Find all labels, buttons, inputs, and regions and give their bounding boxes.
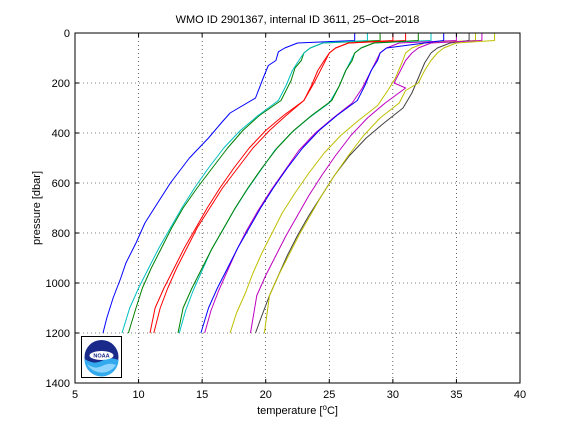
x-tick-label: 20 <box>260 389 272 401</box>
noaa-logo-text: NOAA <box>93 354 109 360</box>
y-tick-label: 1400 <box>46 378 70 390</box>
y-tick-label: 200 <box>52 78 70 90</box>
x-axis-label-main: temperature [ <box>257 405 322 417</box>
profile-line-9 <box>177 33 419 334</box>
y-tick-label: 800 <box>52 228 70 240</box>
profile-line-8 <box>200 33 445 334</box>
grid <box>75 33 520 383</box>
profile-line-1 <box>102 33 356 334</box>
series-group <box>102 33 496 334</box>
x-tick-label: 30 <box>387 389 399 401</box>
x-tick-label: 10 <box>132 389 144 401</box>
profile-line-11 <box>121 33 368 334</box>
profile-line-6 <box>229 33 476 334</box>
y-tick-label: 600 <box>52 178 70 190</box>
x-axis-label: temperature [oC] <box>257 403 338 418</box>
y-tick-label: 0 <box>64 28 70 40</box>
chart-title: WMO ID 2901367, internal ID 3611, 25−Oct… <box>176 14 420 26</box>
y-tick-label: 1200 <box>46 328 70 340</box>
x-tick-label: 15 <box>196 389 208 401</box>
profile-line-12 <box>250 33 483 334</box>
profile-line-13 <box>263 33 496 334</box>
x-axis-label-unit: o <box>322 403 327 412</box>
noaa-logo: NOAA <box>81 336 122 378</box>
y-tick-label: 400 <box>52 128 70 140</box>
x-tick-label: 40 <box>514 389 526 401</box>
x-tick-label: 35 <box>450 389 462 401</box>
axes-box <box>74 32 521 384</box>
x-tick-label: 25 <box>323 389 335 401</box>
y-axis-label: pressure [dbar] <box>31 171 43 245</box>
profile-line-10 <box>149 33 394 334</box>
noaa-emblem: NOAA <box>84 340 119 377</box>
x-axis-label-end: C] <box>327 405 338 417</box>
y-tick-label: 1000 <box>46 278 70 290</box>
x-tick-label: 5 <box>72 389 78 401</box>
